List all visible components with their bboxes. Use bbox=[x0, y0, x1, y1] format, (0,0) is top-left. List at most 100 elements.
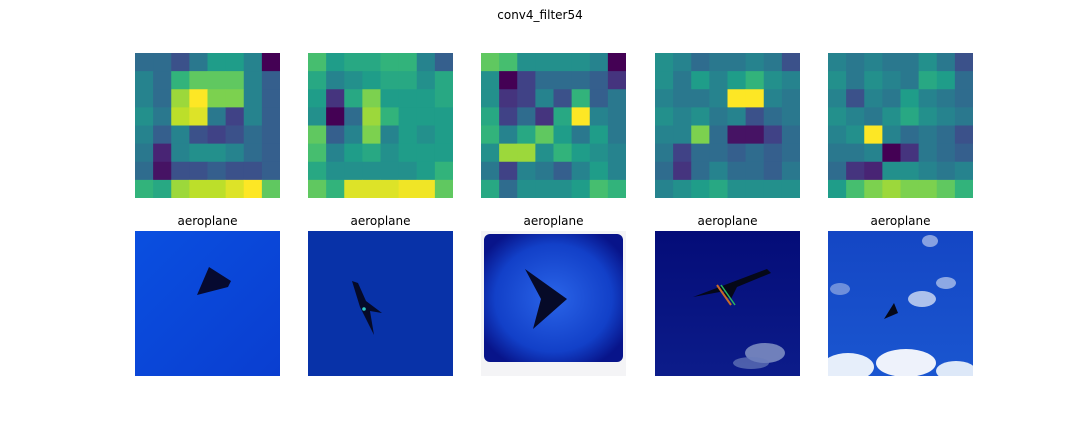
heatmap-cell-r5-c0 bbox=[135, 143, 154, 163]
heatmap-cell-r3-c3 bbox=[882, 107, 901, 126]
heatmap-cell-r5-c3 bbox=[882, 143, 901, 163]
heatmap-cell-r7-c3 bbox=[709, 179, 728, 198]
heatmap-cell-r6-c4 bbox=[900, 161, 920, 181]
heatmap-cell-r4-c1 bbox=[153, 125, 172, 145]
cloud bbox=[936, 277, 956, 289]
aircraft-highlight bbox=[716, 284, 732, 306]
heatmap-cell-r5-c4 bbox=[553, 143, 573, 163]
heatmap-cell-r1-c4 bbox=[207, 71, 227, 90]
heatmap-cell-r0-c0 bbox=[828, 53, 847, 72]
heatmap-cell-r4-c0 bbox=[135, 125, 154, 145]
heatmap-cell-r6-c5 bbox=[918, 161, 938, 181]
heatmap-cell-r5-c3 bbox=[189, 143, 208, 163]
aeroplane-image-5 bbox=[828, 231, 973, 376]
sky-background bbox=[135, 231, 280, 376]
heatmap-cell-r7-c5 bbox=[571, 179, 591, 198]
heatmap-cell-r0-c2 bbox=[691, 53, 710, 72]
heatmap-cell-r4-c6 bbox=[243, 125, 263, 145]
heatmap-cell-r1-c7 bbox=[954, 71, 973, 90]
heatmap-cell-r1-c0 bbox=[135, 71, 154, 90]
heatmap-cell-r3-c0 bbox=[135, 107, 154, 126]
heatmap-cell-r5-c1 bbox=[153, 143, 172, 163]
heatmap-cell-r2-c4 bbox=[553, 89, 573, 108]
aeroplane-image-3 bbox=[481, 231, 626, 376]
heatmap-cell-r0-c2 bbox=[344, 53, 363, 72]
heatmap-cell-r2-c2 bbox=[171, 89, 190, 108]
heatmap-cell-r6-c3 bbox=[535, 161, 554, 181]
heatmap-cell-r5-c4 bbox=[900, 143, 920, 163]
heatmap-cell-r0-c6 bbox=[589, 53, 609, 72]
heatmap-cell-r5-c6 bbox=[589, 143, 609, 163]
heatmap-cell-r1-c0 bbox=[308, 71, 327, 90]
heatmap-cell-r6-c6 bbox=[416, 161, 436, 181]
heatmap-cell-r7-c0 bbox=[828, 179, 847, 198]
heatmap-cell-r7-c6 bbox=[936, 179, 956, 198]
aircraft-silhouette bbox=[197, 267, 231, 295]
heatmap-cell-r7-c6 bbox=[589, 179, 609, 198]
heatmap-cell-r2-c0 bbox=[655, 89, 674, 108]
heatmap-cell-r2-c4 bbox=[380, 89, 400, 108]
heatmap-cell-r3-c3 bbox=[362, 107, 381, 126]
heatmap-cell-r1-c7 bbox=[781, 71, 800, 90]
heatmap-cell-r0-c0 bbox=[481, 53, 500, 72]
heatmap-cell-r0-c1 bbox=[326, 53, 345, 72]
heatmap-cell-r2-c7 bbox=[434, 89, 453, 108]
heatmap-cell-r4-c6 bbox=[589, 125, 609, 145]
heatmap-cell-r7-c2 bbox=[517, 179, 536, 198]
aircraft-highlight bbox=[720, 284, 736, 306]
heatmap-cell-r6-c1 bbox=[846, 161, 865, 181]
heatmap-cell-r6-c5 bbox=[225, 161, 245, 181]
heatmap-cell-r4-c2 bbox=[691, 125, 710, 145]
heatmap-cell-r1-c2 bbox=[691, 71, 710, 90]
heatmap-cell-r0-c0 bbox=[655, 53, 674, 72]
heatmap-cell-r2-c1 bbox=[673, 89, 692, 108]
heatmap-cell-r4-c5 bbox=[571, 125, 591, 145]
heatmap-cell-r0-c6 bbox=[936, 53, 956, 72]
heatmap-cell-r3-c4 bbox=[553, 107, 573, 126]
heatmap-cell-r3-c5 bbox=[918, 107, 938, 126]
heatmap-cell-r7-c1 bbox=[326, 179, 345, 198]
cloud bbox=[936, 361, 973, 376]
heatmap-cell-r6-c0 bbox=[655, 161, 674, 181]
heatmap-cell-r7-c2 bbox=[344, 179, 363, 198]
heatmap-cell-r7-c7 bbox=[261, 179, 280, 198]
heatmap-cell-r1-c6 bbox=[763, 71, 783, 90]
heatmap-cell-r1-c7 bbox=[607, 71, 626, 90]
heatmap-cell-r3-c4 bbox=[727, 107, 747, 126]
heatmap-cell-r3-c6 bbox=[243, 107, 263, 126]
heatmap-cell-r0-c4 bbox=[900, 53, 920, 72]
heatmap-cell-r1-c0 bbox=[481, 71, 500, 90]
heatmap-cell-r7-c5 bbox=[918, 179, 938, 198]
heatmap-cell-r3-c0 bbox=[828, 107, 847, 126]
heatmap-cell-r2-c5 bbox=[745, 89, 765, 108]
aircraft-silhouette bbox=[525, 269, 567, 329]
heatmap-cell-r2-c2 bbox=[864, 89, 883, 108]
heatmap-cell-r5-c3 bbox=[709, 143, 728, 163]
aeroplane-image-2 bbox=[308, 231, 453, 376]
heatmap-cell-r5-c1 bbox=[673, 143, 692, 163]
heatmap-cell-r5-c5 bbox=[225, 143, 245, 163]
heatmap-cell-r6-c0 bbox=[828, 161, 847, 181]
heatmap-cell-r0-c7 bbox=[261, 53, 280, 72]
heatmap-panel-1 bbox=[135, 53, 280, 198]
heatmap-cell-r5-c7 bbox=[434, 143, 453, 163]
heatmap-cell-r4-c4 bbox=[553, 125, 573, 145]
heatmap-cell-r3-c7 bbox=[607, 107, 626, 126]
heatmap-cell-r6-c2 bbox=[691, 161, 710, 181]
heatmap-cell-r0-c6 bbox=[416, 53, 436, 72]
heatmap-cell-r3-c2 bbox=[864, 107, 883, 126]
heatmap-cell-r0-c5 bbox=[398, 53, 418, 72]
heatmap-cell-r0-c4 bbox=[553, 53, 573, 72]
heatmap-cell-r5-c3 bbox=[535, 143, 554, 163]
heatmap-cell-r7-c2 bbox=[171, 179, 190, 198]
heatmap-cell-r0-c7 bbox=[954, 53, 973, 72]
aircraft-silhouette bbox=[352, 281, 382, 335]
heatmap-cell-r1-c5 bbox=[225, 71, 245, 90]
heatmap-cell-r6-c3 bbox=[882, 161, 901, 181]
heatmap-cell-r4-c5 bbox=[225, 125, 245, 145]
heatmap-cell-r2-c5 bbox=[225, 89, 245, 108]
heatmap-cell-r0-c5 bbox=[571, 53, 591, 72]
heatmap-cell-r6-c4 bbox=[727, 161, 747, 181]
heatmap-cell-r3-c2 bbox=[344, 107, 363, 126]
cloud bbox=[908, 291, 936, 307]
